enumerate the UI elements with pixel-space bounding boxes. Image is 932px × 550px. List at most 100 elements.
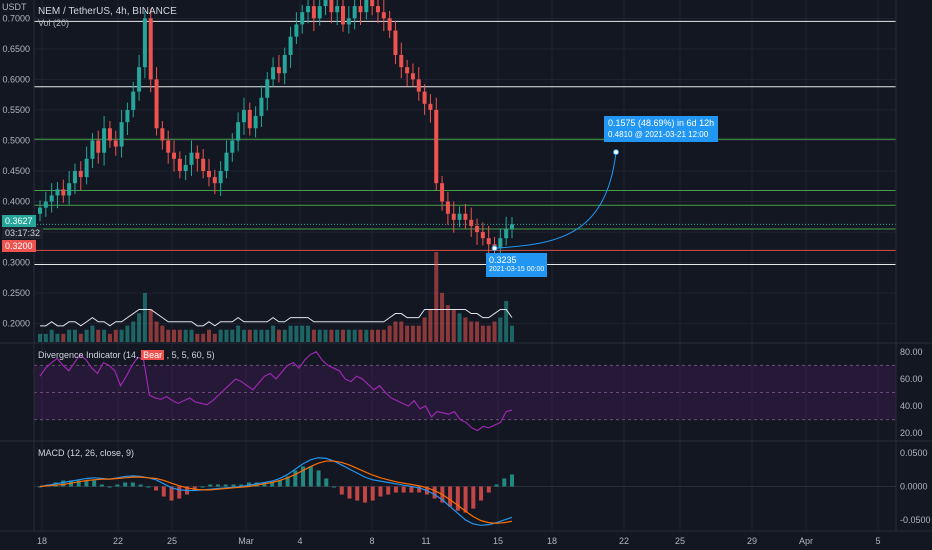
candle-body xyxy=(276,67,281,74)
macd-histogram-bar xyxy=(154,486,159,491)
price-tick: 0.5000 xyxy=(2,135,30,145)
candle-body xyxy=(189,152,194,165)
candle-body xyxy=(236,122,241,141)
candle-body xyxy=(422,91,427,104)
candle-body xyxy=(352,6,357,19)
macd-histogram-bar xyxy=(370,486,375,501)
candle-body xyxy=(90,140,95,159)
time-tick: 11 xyxy=(421,536,430,546)
candle-body xyxy=(113,140,118,147)
time-tick: 8 xyxy=(369,536,374,546)
candle-body xyxy=(102,128,107,153)
time-tick: 29 xyxy=(747,536,757,546)
volume-bar xyxy=(475,321,480,342)
volume-bar xyxy=(492,321,497,342)
volume-bar xyxy=(67,329,72,342)
macd-histogram-bar xyxy=(177,486,182,499)
macd-tick: 0.0500 xyxy=(900,448,928,458)
time-tick: 25 xyxy=(675,536,685,546)
volume-bar xyxy=(451,309,456,342)
measure-end-point xyxy=(613,149,619,156)
candle-body xyxy=(218,171,223,184)
divergence-title[interactable]: Divergence Indicator (14, Bear , 5, 5, 6… xyxy=(38,350,215,360)
volume-bar xyxy=(253,329,258,342)
candle-body xyxy=(346,18,351,25)
candle-body xyxy=(183,164,188,171)
low-date: 2021-03-15 00:00 xyxy=(489,266,545,273)
volume-bar xyxy=(137,313,142,342)
candles xyxy=(38,0,514,262)
volume-bar xyxy=(142,292,147,342)
volume-bar xyxy=(96,329,101,342)
candle-body xyxy=(294,24,299,37)
macd-panel: 0.0500 0.0000 -0.0500 xyxy=(34,448,931,526)
volume-bar xyxy=(311,329,316,342)
candle-body xyxy=(475,225,480,233)
macd-histogram-bar xyxy=(130,482,135,487)
candle-body xyxy=(364,0,369,13)
volume-bar xyxy=(183,329,188,342)
rsi-tick: 80.00 xyxy=(900,347,923,357)
volume-bar xyxy=(416,325,421,342)
measure-start-point xyxy=(491,245,498,252)
divergence-bear-badge: Bear xyxy=(141,350,165,360)
rsi-tick: 60.00 xyxy=(900,374,923,384)
volume-bar xyxy=(346,329,351,342)
macd-histogram-bar xyxy=(409,486,414,493)
volume-bar xyxy=(422,317,427,342)
candle-body xyxy=(212,177,217,184)
volume-bar xyxy=(294,325,299,342)
volume-bar xyxy=(113,329,118,342)
volume-bar xyxy=(271,325,276,342)
volume-bar xyxy=(160,325,165,342)
candle-body xyxy=(78,171,83,178)
volume-bar xyxy=(370,329,375,342)
divergence-title-suffix: , 5, 5, 60, 5) xyxy=(166,350,215,360)
macd-histogram-bar xyxy=(362,486,367,503)
measure-path xyxy=(494,152,617,249)
volume-bar xyxy=(463,317,468,342)
candle-body xyxy=(510,224,514,230)
candle-body xyxy=(96,140,101,153)
candle-body xyxy=(381,12,386,19)
volume-bar xyxy=(469,321,474,342)
price-tick: 0.5500 xyxy=(2,105,30,115)
volume-bar xyxy=(440,292,445,342)
volume-bar xyxy=(405,325,410,342)
macd-title[interactable]: MACD (12, 26, close, 9) xyxy=(38,448,135,458)
macd-histogram-bar xyxy=(192,486,197,491)
measure-change: 0.1575 (48.69%) in 6d 12h xyxy=(608,118,715,128)
macd-histogram-bar xyxy=(84,480,89,487)
volume-bars xyxy=(38,252,514,342)
candle-body xyxy=(341,6,346,25)
candle-body xyxy=(410,73,415,80)
macd-histogram-bar xyxy=(239,484,244,487)
candle-body xyxy=(177,158,182,171)
volume-bar xyxy=(90,325,95,342)
macd-histogram-bar xyxy=(38,486,42,488)
volume-bar xyxy=(148,309,153,342)
volume-bar xyxy=(306,325,311,342)
volume-bar xyxy=(131,321,136,342)
macd-histogram-bar xyxy=(254,482,259,487)
price-tick: 0.3000 xyxy=(2,258,30,268)
macd-histogram-bar xyxy=(246,482,251,487)
macd-histogram-bar xyxy=(432,486,437,499)
macd-histogram-bar xyxy=(510,474,514,487)
macd-tick: -0.0500 xyxy=(900,515,931,525)
macd-histogram-bar xyxy=(448,486,453,507)
macd-histogram-bar xyxy=(301,466,306,487)
candle-body xyxy=(72,171,77,184)
volume-bar xyxy=(335,329,340,342)
macd-histogram-bar xyxy=(455,486,460,511)
symbol-title[interactable]: NEM / TetherUS, 4h, BINANCE xyxy=(38,6,177,17)
volume-bar xyxy=(300,325,305,342)
price-tick: 0.2000 xyxy=(2,319,30,329)
macd-histogram-bar xyxy=(270,482,275,487)
candle-body xyxy=(154,79,159,129)
price-tick: 0.6000 xyxy=(2,74,30,84)
candle-body xyxy=(247,109,252,129)
candle-body xyxy=(148,18,153,80)
